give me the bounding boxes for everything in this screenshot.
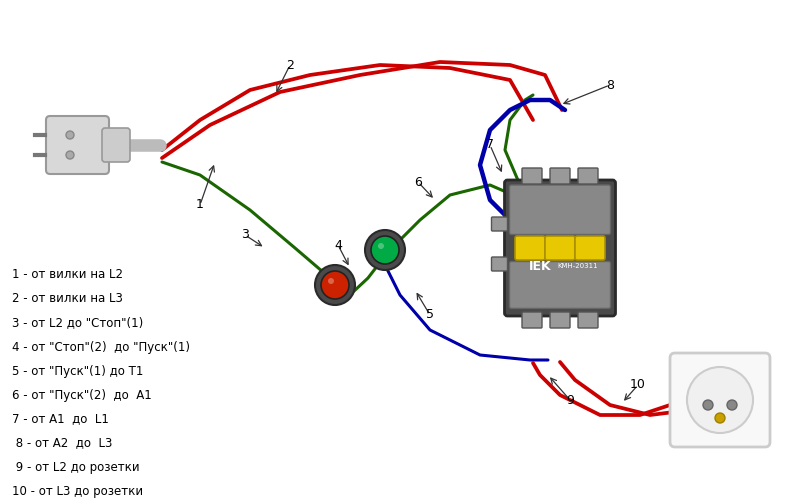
Text: 9 - от L2 до розетки: 9 - от L2 до розетки	[12, 461, 140, 474]
Circle shape	[727, 400, 737, 410]
Text: 5 - от "Пуск"(1) до T1: 5 - от "Пуск"(1) до T1	[12, 364, 143, 378]
Circle shape	[66, 151, 74, 159]
Circle shape	[315, 265, 355, 305]
Circle shape	[715, 413, 725, 423]
FancyBboxPatch shape	[491, 217, 507, 231]
Circle shape	[365, 230, 405, 270]
FancyBboxPatch shape	[575, 236, 605, 260]
FancyBboxPatch shape	[545, 236, 575, 260]
Text: 6: 6	[414, 176, 422, 189]
FancyBboxPatch shape	[505, 180, 615, 316]
Text: 3: 3	[241, 229, 249, 242]
FancyBboxPatch shape	[578, 168, 598, 184]
FancyBboxPatch shape	[510, 185, 610, 235]
Text: 7: 7	[486, 139, 494, 152]
Text: 1: 1	[196, 199, 204, 212]
Text: 9: 9	[566, 394, 574, 407]
Text: 10 - от L3 до розетки: 10 - от L3 до розетки	[12, 485, 143, 498]
Circle shape	[328, 278, 334, 284]
Text: IEK: IEK	[529, 259, 551, 272]
FancyBboxPatch shape	[550, 312, 570, 328]
Text: 1 - от вилки на L2: 1 - от вилки на L2	[12, 268, 123, 281]
FancyBboxPatch shape	[102, 128, 130, 162]
Text: 2: 2	[286, 58, 294, 71]
FancyBboxPatch shape	[522, 168, 542, 184]
Circle shape	[687, 367, 753, 433]
FancyBboxPatch shape	[515, 236, 545, 260]
FancyBboxPatch shape	[522, 312, 542, 328]
FancyBboxPatch shape	[578, 312, 598, 328]
Text: 10: 10	[630, 379, 646, 392]
Circle shape	[321, 271, 349, 299]
FancyBboxPatch shape	[670, 353, 770, 447]
Text: 5: 5	[426, 308, 434, 321]
FancyBboxPatch shape	[491, 257, 507, 271]
Text: KMН-20311: KMН-20311	[558, 263, 598, 269]
Text: 4 - от "Стоп"(2)  до "Пуск"(1): 4 - от "Стоп"(2) до "Пуск"(1)	[12, 340, 190, 353]
Text: 8 - от A2  до  L3: 8 - от A2 до L3	[12, 437, 112, 450]
Circle shape	[378, 243, 384, 249]
Text: 4: 4	[334, 239, 342, 251]
Circle shape	[66, 131, 74, 139]
FancyBboxPatch shape	[510, 261, 610, 308]
FancyBboxPatch shape	[550, 168, 570, 184]
FancyBboxPatch shape	[46, 116, 109, 174]
Text: 8: 8	[606, 78, 614, 91]
Text: 6 - от "Пуск"(2)  до  A1: 6 - от "Пуск"(2) до A1	[12, 389, 152, 402]
Circle shape	[703, 400, 713, 410]
Text: 3 - от L2 до "Стоп"(1): 3 - от L2 до "Стоп"(1)	[12, 316, 143, 329]
Circle shape	[371, 236, 399, 264]
Text: 7 - от A1  до  L1: 7 - от A1 до L1	[12, 413, 109, 426]
Text: 2 - от вилки на L3: 2 - от вилки на L3	[12, 292, 123, 305]
